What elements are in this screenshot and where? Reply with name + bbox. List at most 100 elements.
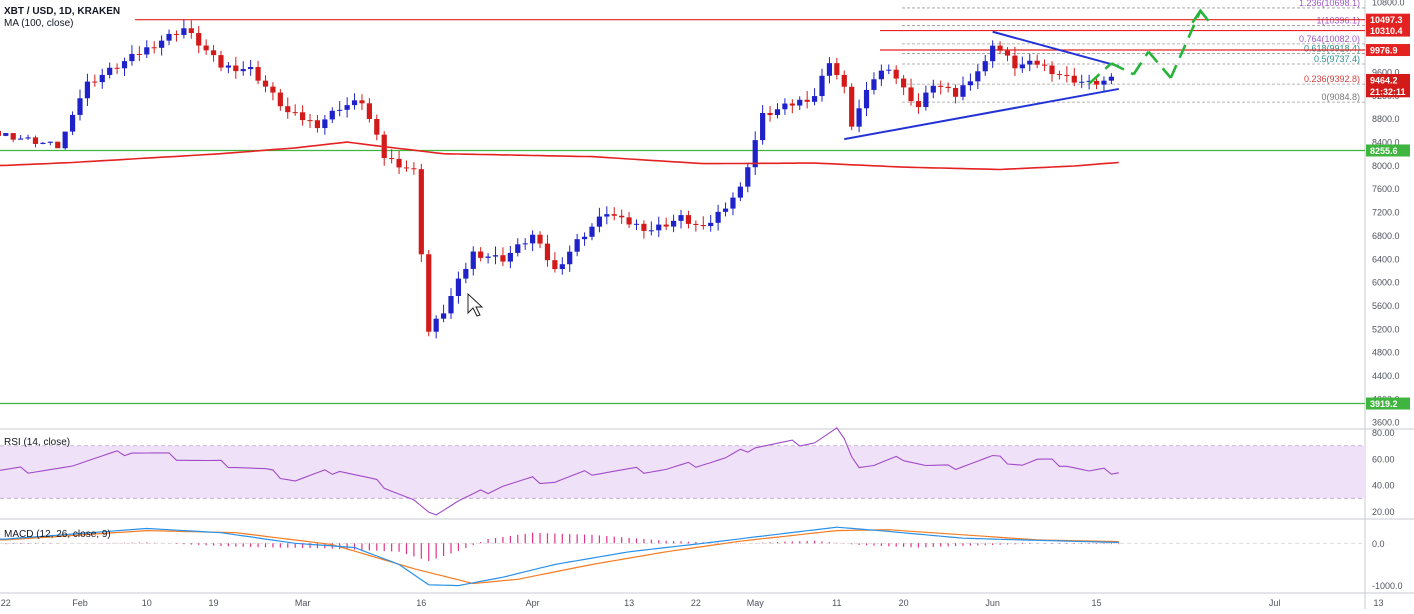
candle-body (975, 71, 981, 82)
candle-body (656, 224, 662, 231)
candle-body (537, 234, 543, 244)
price-tick-label: 8800.0 (1372, 114, 1400, 124)
candle-body (62, 131, 68, 149)
candle-body (982, 61, 988, 72)
candle-body (715, 211, 721, 223)
candle-body (522, 243, 528, 245)
candle-body (737, 186, 743, 198)
current-price-tag-label: 9464.2 (1370, 75, 1398, 85)
candle-body (871, 79, 877, 90)
candle-body (173, 33, 180, 35)
candle-body (344, 105, 350, 110)
candle-body (589, 226, 595, 237)
price-tick-label: 4800.0 (1372, 348, 1400, 358)
candle-body (915, 101, 922, 108)
candle-body (1101, 80, 1107, 85)
candle-body (901, 78, 907, 88)
time-tick-label: Mar (295, 598, 311, 608)
ma-label[interactable]: MA (100, close) (4, 18, 74, 29)
candle-body (463, 268, 469, 279)
candle-body (248, 67, 254, 70)
time-tick-label: Jul (1269, 598, 1281, 608)
candle-body (374, 118, 380, 135)
candle-body (552, 260, 558, 270)
rsi-tick-label: 20.00 (1372, 507, 1395, 517)
macd-signal-line (0, 529, 1119, 585)
candle-body (99, 74, 105, 83)
candle-body (1034, 60, 1040, 65)
fib-level-label: 0.236(9392.8) (1304, 74, 1360, 84)
candle-body (322, 119, 328, 129)
candle-body (1079, 81, 1085, 83)
candle-body (440, 313, 447, 319)
candle-body (337, 109, 343, 111)
candle-body (507, 252, 513, 262)
projection-segment (1132, 50, 1150, 76)
candle-body (159, 40, 165, 48)
candle-body (678, 215, 684, 221)
candle-body (849, 86, 855, 127)
candle-body (745, 167, 751, 187)
candle-body (886, 69, 892, 71)
candle-body (285, 106, 291, 113)
price-tick-label: 10800.0 (1372, 0, 1405, 8)
macd-tick-label: -1000.0 (1372, 581, 1403, 591)
candle-body (359, 100, 365, 104)
rsi-line (0, 427, 1119, 516)
candle-body (470, 251, 476, 269)
symbol-label[interactable]: XBT / USD, 1D, KRAKEN (4, 6, 121, 17)
price-tick-label: 3600.0 (1372, 418, 1400, 428)
moving-average-line (0, 141, 1119, 171)
time-tick-label: 19 (209, 598, 219, 608)
candle-body (515, 244, 521, 253)
time-tick-label: 13 (624, 598, 634, 608)
candle-body (181, 28, 187, 35)
candle-body (544, 243, 551, 261)
candle-body (455, 278, 462, 296)
rsi-tick-label: 60.00 (1372, 454, 1395, 464)
candle-body (25, 137, 31, 139)
level-price-tag (1366, 44, 1410, 57)
chart-legend: XBT / USD, 1D, KRAKEN MA (100, close) (4, 6, 120, 30)
price-tick-label: 6400.0 (1372, 254, 1400, 264)
candle-body (789, 103, 795, 106)
candle-body (1027, 60, 1033, 65)
candle-body (841, 74, 847, 87)
candle-body (1019, 64, 1025, 69)
candle-body (596, 216, 602, 227)
projection-arrowhead (1191, 8, 1210, 24)
price-tick-label: 9600.0 (1372, 68, 1400, 78)
candle-body (559, 264, 565, 270)
descending-trendline (992, 30, 1120, 68)
candle-body (225, 65, 231, 68)
fib-level-label: 0(9084.8) (1321, 92, 1360, 102)
candle-body (960, 85, 966, 97)
candle-body (292, 112, 298, 114)
candle-body (908, 87, 914, 102)
candle-body (1071, 75, 1077, 83)
candle-body (663, 224, 669, 227)
projection-segment (1147, 50, 1172, 79)
candle-body (693, 223, 699, 225)
candle-body (107, 67, 113, 75)
candle-body (277, 92, 283, 107)
rsi-title: RSI (14, close) (4, 437, 70, 448)
time-tick-label: Jun (985, 598, 1000, 608)
level-price-tag-label: 8255.6 (1370, 146, 1398, 156)
candle-body (3, 133, 9, 136)
level-price-tag-label: 3919.2 (1370, 399, 1398, 409)
candle-body (782, 103, 788, 110)
candle-body (1108, 76, 1114, 81)
candle-body (774, 109, 781, 115)
candle-body (0, 130, 1, 136)
candle-body (55, 141, 61, 149)
price-tick-label: 5600.0 (1372, 301, 1400, 311)
candle-body (574, 239, 580, 252)
macd-line (0, 526, 1119, 587)
level-price-tag-label: 10497.3 (1370, 15, 1403, 25)
candle-body (893, 69, 899, 79)
candle-body (262, 80, 269, 87)
level-price-tag (1366, 397, 1410, 410)
level-price-tag (1366, 13, 1410, 26)
